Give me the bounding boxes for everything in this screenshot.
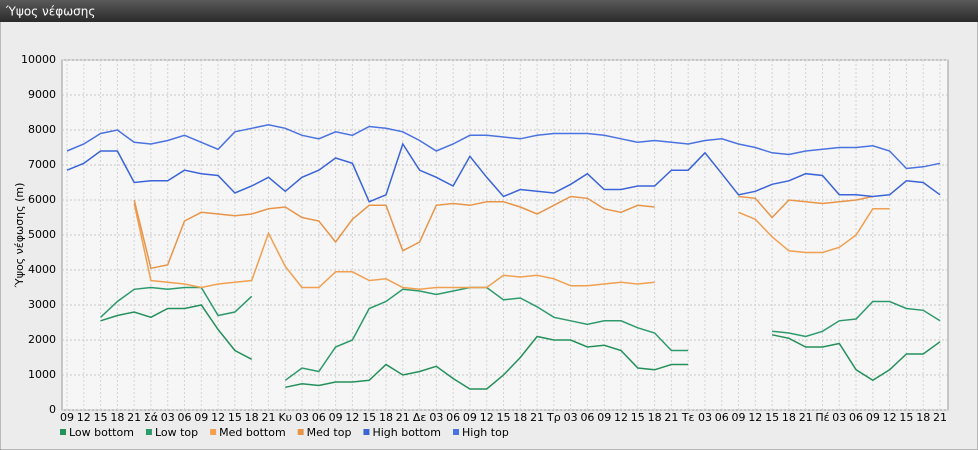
y-tick-label: 9000 bbox=[28, 88, 56, 101]
x-tick-label: 21 bbox=[261, 411, 275, 424]
x-tick-label: 03 bbox=[295, 411, 309, 424]
x-tick-label: 09 bbox=[597, 411, 611, 424]
x-tick-label: 18 bbox=[513, 411, 527, 424]
x-tick-label: Τρ bbox=[546, 411, 561, 424]
series-line bbox=[133, 195, 873, 270]
x-tick-label: 21 bbox=[799, 411, 813, 424]
x-tick-label: 12 bbox=[614, 411, 628, 424]
y-tick-label: 7000 bbox=[28, 158, 56, 171]
x-tick-label: 18 bbox=[245, 411, 259, 424]
x-tick-label: 15 bbox=[631, 411, 645, 424]
x-tick-label: Πέ bbox=[815, 411, 829, 424]
series-line bbox=[66, 124, 941, 170]
x-tick-label: 09 bbox=[329, 411, 343, 424]
x-tick-label: 06 bbox=[580, 411, 594, 424]
x-tick-label: 18 bbox=[916, 411, 930, 424]
x-tick-label: 15 bbox=[228, 411, 242, 424]
x-tick-label: 06 bbox=[446, 411, 460, 424]
x-tick-label: 18 bbox=[782, 411, 796, 424]
x-tick-label: 09 bbox=[732, 411, 746, 424]
y-tick-label: 0 bbox=[49, 403, 56, 416]
plot-area bbox=[61, 59, 949, 411]
y-tick-label: 3000 bbox=[28, 298, 56, 311]
legend-marker bbox=[453, 429, 459, 435]
x-tick-label: 21 bbox=[664, 411, 678, 424]
legend-marker bbox=[210, 429, 217, 435]
y-tick-label: 5000 bbox=[28, 228, 56, 241]
x-tick-label: 12 bbox=[211, 411, 225, 424]
series-line bbox=[100, 304, 941, 390]
chart-title: Ύψος νέφωσης bbox=[5, 5, 95, 19]
x-tick-label: 18 bbox=[648, 411, 662, 424]
y-tick-label: 2000 bbox=[28, 333, 56, 346]
series-line bbox=[66, 142, 941, 203]
x-tick-label: 03 bbox=[564, 411, 578, 424]
legend-marker bbox=[297, 429, 304, 435]
legend-marker bbox=[363, 429, 370, 435]
x-tick-label: 15 bbox=[362, 411, 376, 424]
legend-label: Med top bbox=[307, 426, 352, 439]
x-tick-label: 21 bbox=[530, 411, 544, 424]
x-tick-label: 03 bbox=[698, 411, 712, 424]
x-tick-label: 09 bbox=[60, 411, 74, 424]
series-line bbox=[133, 203, 890, 291]
x-tick-label: Σά bbox=[144, 411, 158, 424]
y-tick-label: 1000 bbox=[28, 368, 56, 381]
legend-label: Low top bbox=[155, 426, 198, 439]
x-tick-label: Δε bbox=[413, 411, 427, 424]
y-tick-label: 10000 bbox=[21, 53, 56, 66]
x-tick-label: 15 bbox=[94, 411, 108, 424]
legend-label: High bottom bbox=[372, 426, 441, 439]
x-tick-label: 18 bbox=[379, 411, 393, 424]
x-tick-label: 12 bbox=[883, 411, 897, 424]
x-tick-label: 03 bbox=[429, 411, 443, 424]
x-tick-label: 03 bbox=[832, 411, 846, 424]
x-tick-label: 06 bbox=[178, 411, 192, 424]
x-tick-label: 03 bbox=[161, 411, 175, 424]
x-tick-label: 12 bbox=[480, 411, 494, 424]
x-tick-label: Τε bbox=[681, 411, 695, 424]
x-tick-label: 09 bbox=[194, 411, 208, 424]
legend-label: Med bottom bbox=[219, 426, 286, 439]
x-tick-label: 15 bbox=[899, 411, 913, 424]
y-tick-label: 8000 bbox=[28, 123, 56, 136]
x-tick-label: 12 bbox=[345, 411, 359, 424]
x-tick-label: 21 bbox=[933, 411, 947, 424]
x-tick-label: 06 bbox=[715, 411, 729, 424]
title-bar bbox=[0, 0, 978, 22]
x-tick-label: 06 bbox=[849, 411, 863, 424]
x-tick-label: 12 bbox=[748, 411, 762, 424]
legend-marker bbox=[60, 429, 66, 435]
x-tick-label: 21 bbox=[127, 411, 141, 424]
x-tick-label: 15 bbox=[497, 411, 511, 424]
legend-label: High top bbox=[462, 426, 509, 439]
x-tick-label: 21 bbox=[396, 411, 410, 424]
x-tick-label: 06 bbox=[312, 411, 326, 424]
x-tick-label: 09 bbox=[463, 411, 477, 424]
legend-label: Low bottom bbox=[69, 426, 134, 439]
y-tick-label: 4000 bbox=[28, 263, 56, 276]
x-tick-label: Κυ bbox=[278, 411, 292, 424]
x-tick-label: 18 bbox=[110, 411, 124, 424]
x-tick-label: 09 bbox=[866, 411, 880, 424]
x-tick-label: 12 bbox=[77, 411, 91, 424]
y-axis-label: Ύψος νέφωσης (m) bbox=[13, 183, 26, 289]
legend-marker bbox=[145, 429, 152, 435]
x-tick-label: 15 bbox=[765, 411, 779, 424]
y-tick-label: 6000 bbox=[28, 193, 56, 206]
